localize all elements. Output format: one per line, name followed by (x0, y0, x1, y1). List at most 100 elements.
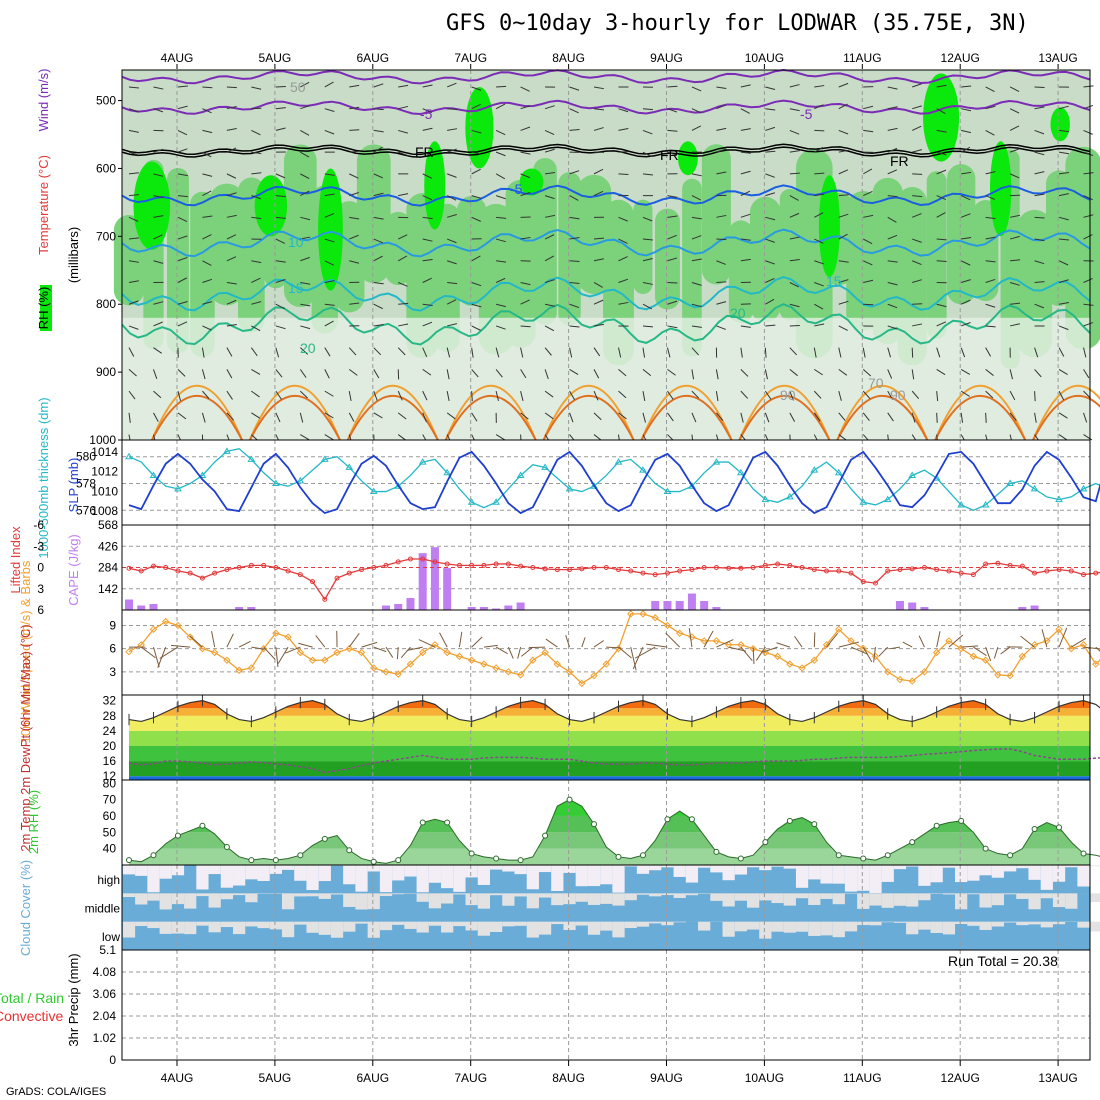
wind-barb (202, 173, 213, 177)
wind-barb (250, 347, 258, 357)
wind-barb (373, 129, 384, 133)
wind-barb (961, 237, 972, 240)
li-marker (726, 565, 732, 571)
li-marker (628, 568, 634, 574)
wind-barb (128, 369, 137, 377)
cloud-cell (294, 865, 307, 881)
rh-marker (1007, 852, 1014, 859)
wind-barb (814, 85, 825, 88)
li-marker (750, 565, 756, 570)
thickness-slp-panel-bg (122, 440, 1090, 525)
wind-barb (349, 173, 359, 179)
wind-barb (471, 636, 483, 648)
cloud-cell (746, 893, 760, 908)
cloud-cell (514, 893, 527, 897)
temp-band (129, 715, 1090, 731)
thickness-marker (125, 452, 133, 460)
cloud-cell (355, 893, 368, 910)
wind-barb (520, 347, 524, 358)
wind-barb (495, 369, 503, 378)
wind-barb (446, 195, 457, 201)
cloud-cell (722, 893, 735, 907)
cape-bar (418, 553, 427, 610)
cloud-cell (685, 865, 699, 883)
wind-barb (642, 173, 653, 176)
rh-marker (126, 857, 132, 864)
cloud-cell (428, 921, 442, 926)
li-marker (493, 561, 499, 567)
wind-barb (471, 195, 482, 199)
wind-barb (960, 390, 970, 397)
cloud-cell (441, 893, 454, 904)
temp-contour-arc (248, 384, 341, 441)
y-tick-label: 16 (103, 754, 117, 768)
wind-barb (422, 303, 433, 306)
wind-barb (373, 216, 384, 220)
cloud-cell (624, 865, 637, 867)
wind-barb (544, 105, 555, 110)
cape-bar (1030, 605, 1039, 610)
wind-barb (153, 390, 162, 399)
temp-contour-arc (836, 395, 929, 441)
wind-barb (691, 195, 702, 201)
rh-marker (566, 796, 573, 803)
wind-barb (324, 260, 334, 266)
cloud-cell (1003, 921, 1017, 923)
wind-barb (569, 128, 580, 131)
wind-barb (422, 390, 428, 401)
li-marker (591, 565, 597, 570)
wind-speed-marker (932, 648, 941, 657)
rh-marker (884, 852, 891, 859)
y-tick-label: 0 (109, 1053, 116, 1067)
rh-mid-blob (682, 178, 702, 357)
wind-barb (275, 412, 281, 423)
li-marker (664, 570, 670, 576)
wind-barb (789, 236, 800, 240)
cloud-cell (502, 893, 515, 906)
wind-barb (1083, 172, 1094, 175)
thickness-marker (1079, 484, 1088, 492)
cloud-cell (869, 865, 882, 894)
wind-barb (789, 129, 800, 135)
wind-barb (324, 213, 335, 218)
wind-barb (1009, 235, 1020, 240)
wind-barb (789, 84, 800, 88)
cloud-cell (502, 921, 515, 927)
wind-barb (373, 255, 383, 262)
wind-barb (813, 347, 817, 358)
wind-barb (251, 172, 262, 175)
wind-barb (691, 282, 702, 286)
wind-barb (667, 129, 678, 132)
cloud-cell (208, 893, 221, 908)
wind-barb (973, 646, 987, 656)
wind-barb (642, 151, 653, 158)
contour-line (121, 228, 1091, 258)
contour-label: -5 (510, 181, 523, 197)
thickness-marker (1006, 479, 1014, 487)
cloud-cell (587, 921, 601, 935)
wind-barb (300, 129, 310, 136)
li-marker (616, 567, 621, 573)
cloud-cell (465, 865, 478, 878)
wind-barb (838, 368, 848, 376)
wind-barb (936, 260, 947, 262)
cloud-cell (1028, 921, 1041, 925)
cloud-cell (330, 893, 344, 895)
wind-barb (838, 233, 848, 240)
rh-marker (860, 855, 867, 862)
wind-barb (495, 646, 508, 655)
cloud-cell (196, 893, 209, 897)
wind-barb (275, 347, 280, 358)
thickness-marker (736, 468, 745, 476)
cloud-cell (710, 865, 723, 873)
cloud-cell (930, 865, 943, 883)
li-marker (970, 572, 976, 578)
thickness-marker (590, 482, 598, 489)
wind-barb (373, 347, 382, 356)
cloud-cell (147, 865, 160, 893)
top-tick-label: 6AUG (356, 51, 389, 65)
wind-barb (251, 301, 262, 305)
y-tick-label-left: 576 (76, 503, 96, 517)
cloud-cell (233, 865, 246, 886)
